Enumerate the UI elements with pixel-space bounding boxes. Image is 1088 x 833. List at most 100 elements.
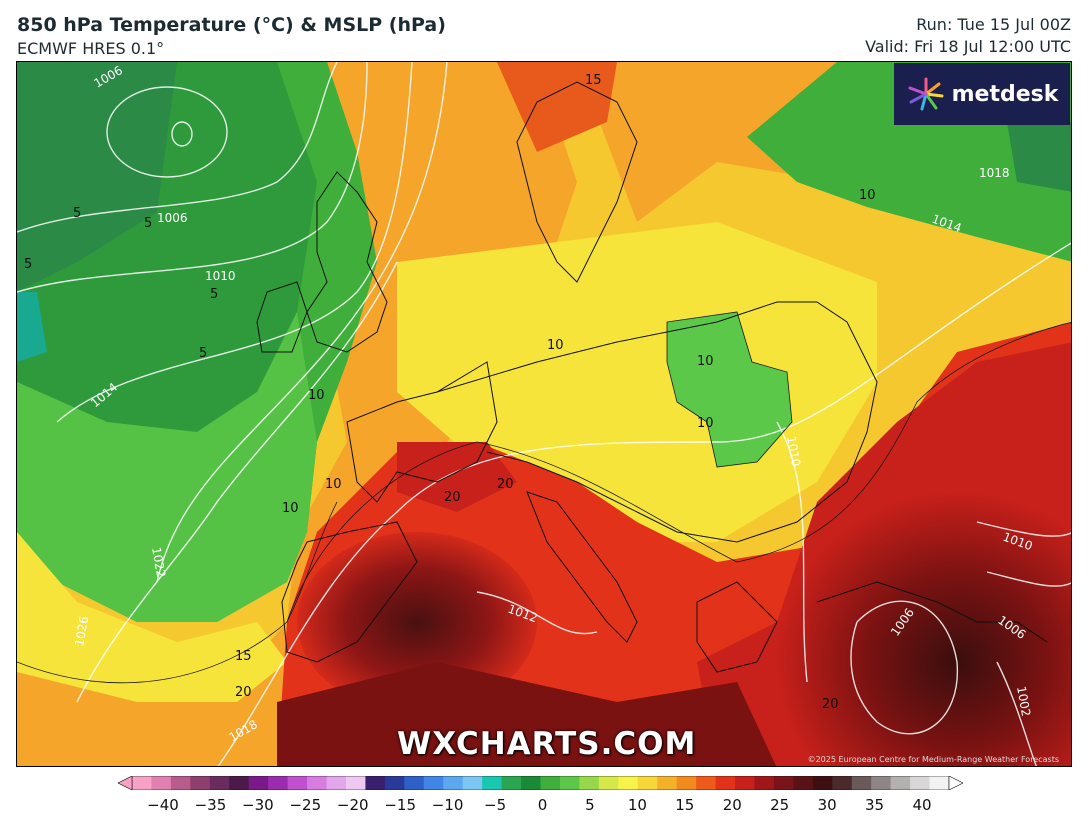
- isobar-label: 1018: [979, 166, 1010, 180]
- temp-contours: [17, 311, 1071, 684]
- site-watermark: WXCHARTS.COM: [397, 726, 697, 762]
- colorbar-cell: [521, 776, 541, 790]
- colorbar-cell: [151, 776, 172, 790]
- colorbar-cell: [501, 776, 522, 790]
- colorbar-cell: [754, 776, 775, 790]
- colorbar-cell: [910, 776, 931, 790]
- weather-map[interactable]: 15 10 10 10 10 10 10 10 20 20 20 15 20 5…: [16, 61, 1072, 767]
- iberia-outline: [281, 521, 418, 663]
- colorbar-cell: [637, 776, 658, 790]
- colorbar-cell: [812, 776, 833, 790]
- turkey-outline: [816, 581, 1048, 643]
- temp-label: 15: [585, 73, 602, 88]
- orange-zone-west: [17, 62, 577, 766]
- temp-label: 5: [73, 206, 81, 221]
- map-labels: 15 10 10 10 10 10 10 10 20 20 20 15 20 5…: [24, 73, 876, 712]
- green-fringe: [17, 312, 317, 622]
- colorbar-cell: [132, 776, 152, 790]
- colorbar-cell: [793, 776, 814, 790]
- colorbar-cell: [579, 776, 600, 790]
- heat-dome-east: [777, 492, 1071, 766]
- isobar-label: 1022: [149, 546, 168, 579]
- colorbar-cell: [598, 776, 619, 790]
- isobar-label: 1002: [1014, 685, 1033, 718]
- colorbar-tick-label: 25: [770, 796, 790, 814]
- colorbar-cell: [462, 776, 483, 790]
- temp-label: 10: [697, 354, 714, 369]
- colorbar-tick-label: −20: [336, 796, 369, 814]
- data-credit: ©2025 European Centre for Medium-Range W…: [807, 755, 1059, 764]
- colorbar-cell: [326, 776, 347, 790]
- temp-label: 10: [547, 338, 564, 353]
- central-europe-outline: [436, 301, 878, 543]
- temp-label: 20: [497, 477, 514, 492]
- colorbar-cell: [345, 776, 366, 790]
- isobar-label: 1006: [157, 211, 188, 225]
- isobar-line: [56, 62, 413, 423]
- colorbar-cell: [618, 776, 639, 790]
- colorbar-cell: [229, 776, 250, 790]
- colorbar-cell: [890, 776, 911, 790]
- colorbar-tick-label: −40: [147, 796, 179, 814]
- colorbar-cell: [540, 776, 561, 790]
- colorbar-tick-label: 15: [675, 796, 695, 814]
- colorbar-cell: [307, 776, 328, 790]
- balkans-outline: [696, 581, 778, 673]
- ireland-outline: [256, 281, 308, 353]
- colorbar-cell: [559, 776, 580, 790]
- isobar-label: 1010: [205, 269, 236, 283]
- temp-label: 5: [210, 287, 218, 302]
- colorbar-tick-label: −15: [384, 796, 417, 814]
- chart-title: 850 hPa Temperature (°C) & MSLP (hPa): [17, 14, 446, 36]
- colorbar-cell: [482, 776, 503, 790]
- hot-zone-france: [397, 442, 517, 512]
- atlantic-core-zone: [17, 62, 177, 292]
- deep-green-northeast: [1007, 122, 1071, 192]
- temp-label: 5: [24, 257, 32, 272]
- temp-label: 10: [308, 388, 325, 403]
- logo-text: metdesk: [951, 81, 1059, 107]
- colorbar-cell: [365, 776, 386, 790]
- colorbar-cell: [715, 776, 736, 790]
- isobar-line: [850, 600, 958, 735]
- coastlines: [256, 81, 1048, 673]
- isobar-line: [106, 86, 228, 178]
- isobar-line: [17, 62, 368, 293]
- temp-label: 20: [444, 490, 461, 505]
- colorbar-cell: [170, 776, 191, 790]
- colorbar-cells: [131, 776, 950, 790]
- temp-label: 5: [199, 346, 207, 361]
- colorbar-cell: [248, 776, 269, 790]
- isobar-line: [776, 421, 808, 683]
- colorbar-cell: [268, 776, 289, 790]
- colorbar-cell: [832, 776, 853, 790]
- colorbar-cell: [384, 776, 405, 790]
- isobar-line: [171, 121, 193, 147]
- metdesk-logo[interactable]: metdesk: [894, 63, 1070, 125]
- isobar-label: 1026: [72, 615, 91, 648]
- yellow-fringe-west: [17, 532, 287, 702]
- warm-scandinavia: [497, 62, 617, 152]
- temp-label: 20: [235, 685, 252, 700]
- temp-label: 20: [822, 697, 839, 712]
- heat-core-iberia: [297, 532, 537, 712]
- colorbar-left-arrow: [118, 776, 133, 790]
- temp-label: 10: [697, 416, 714, 431]
- colorbar-tick-label: 35: [865, 796, 885, 814]
- temp-label: 10: [325, 477, 342, 492]
- isobar-line: [156, 62, 448, 583]
- isobar-line: [986, 571, 1071, 587]
- isobar-line: [217, 242, 1071, 766]
- isobar-line: [17, 62, 338, 233]
- colorbar-tick-label: 5: [585, 796, 595, 814]
- colorbar-cell: [404, 776, 425, 790]
- isobar-line: [476, 591, 598, 635]
- colorbar-tick-label: 0: [537, 796, 548, 814]
- colorbar-tick-label: −30: [242, 796, 274, 814]
- temp-contour: [17, 501, 338, 684]
- header-left: 850 hPa Temperature (°C) & MSLP (hPa) EC…: [17, 12, 446, 60]
- temp-label: 5: [144, 216, 152, 231]
- colorbar-tick-label: 30: [817, 796, 837, 814]
- colorbar-tick-label: 20: [722, 796, 742, 814]
- colorbar-tick-label: 10: [627, 796, 647, 814]
